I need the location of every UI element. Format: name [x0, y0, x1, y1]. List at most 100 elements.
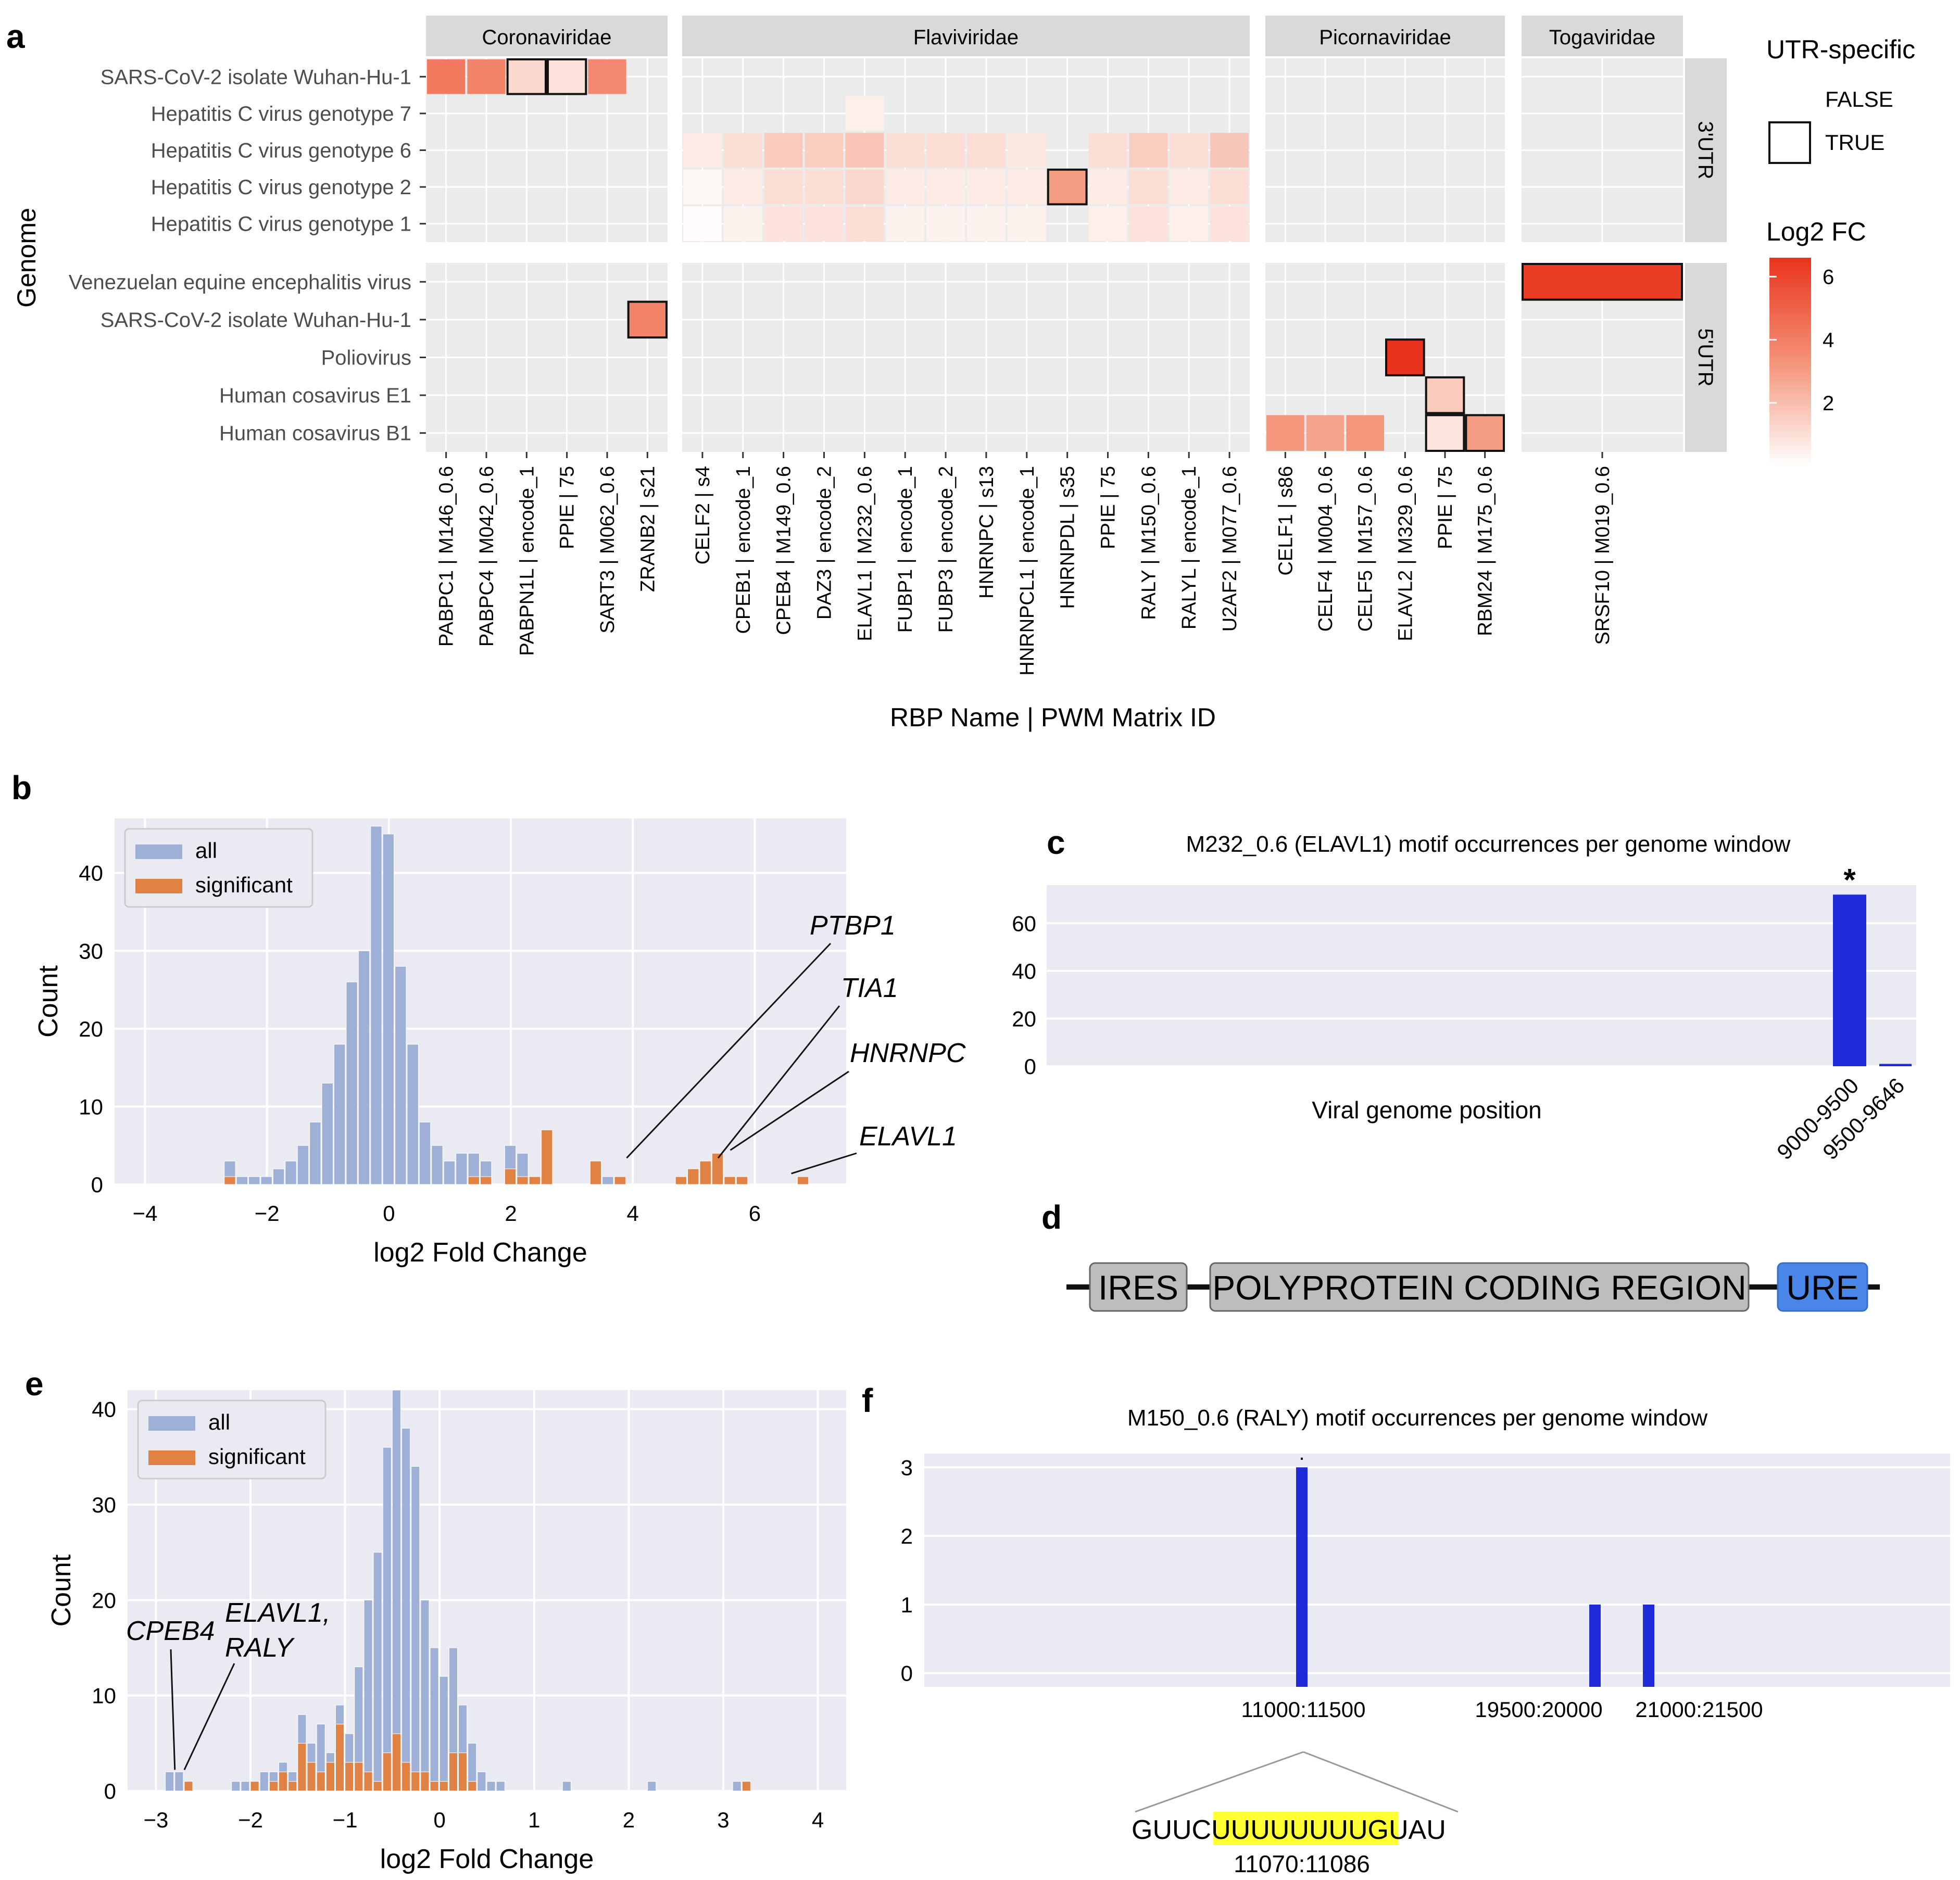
genome-schematic: IRES POLYPROTEIN CODING REGION URE: [1066, 1262, 1880, 1312]
fc-tick-label: 4: [1823, 329, 1834, 352]
hist-annotation-label: HNRNPC: [850, 1038, 966, 1068]
facet-strip-0: [426, 16, 668, 56]
heatmap-cell: [926, 169, 965, 205]
hist-legend-swatch: [135, 844, 182, 859]
heatmap-cell: [1306, 415, 1345, 451]
heatmap-cell: [723, 133, 762, 168]
heatmap-cell: [1007, 133, 1046, 168]
heatmap-row-label: Human cosavirus E1: [219, 384, 411, 407]
heatmap-cell: [1088, 206, 1127, 241]
heatmap-col-label: U2AF2 | M077_0.6: [1219, 466, 1241, 632]
fc-tick-label: 6: [1823, 266, 1834, 288]
heatmap-cell: [1346, 415, 1384, 451]
hist-bar-all: [647, 1781, 657, 1791]
heatmap-row-label: Human cosavirus B1: [219, 422, 411, 445]
heatmap-cell: [845, 206, 884, 241]
heatmap-xlabel: RBP Name | PWM Matrix ID: [890, 703, 1216, 732]
hist-bar-all: [259, 1771, 269, 1791]
hist-annotation-label: RALY: [225, 1633, 295, 1663]
bar-significance: *: [1843, 862, 1856, 897]
hist-ytick-label: 40: [92, 1397, 116, 1422]
panel-label-c: c: [1047, 824, 1065, 861]
heatmap-col-label: PABPN1L | encode_1: [516, 466, 538, 656]
hist-legend-label: significant: [195, 873, 293, 897]
utr-legend-title: UTR-specific: [1766, 35, 1915, 64]
heatmap-col-label: RALY | M150_0.6: [1138, 466, 1160, 620]
facet-strip-1: [682, 16, 1250, 56]
bar-ytick-label: 2: [901, 1524, 913, 1548]
hist-annotation-label: CPEB4: [126, 1616, 215, 1646]
heatmap-col-label: HNRNPCL1 | encode_1: [1016, 466, 1038, 676]
hist-bar-significant: [411, 1771, 420, 1791]
hist-ytick-label: 20: [79, 1017, 103, 1041]
hist-bar-all: [443, 1160, 456, 1185]
heatmap-cell: [1385, 338, 1425, 376]
hist-bar-significant: [363, 1771, 373, 1791]
hist-bar-significant: [382, 1752, 392, 1791]
hist-bar-significant: [250, 1781, 259, 1791]
heatmap-cell: [845, 96, 884, 131]
facet-strip-2: [1265, 16, 1505, 56]
heatmap-row-label: Hepatitis C virus genotype 6: [151, 140, 411, 162]
heatmap-cell: [1007, 169, 1046, 205]
heatmap-col-label: DAZ3 | encode_2: [814, 466, 836, 620]
hist-bar-significant: [439, 1781, 448, 1791]
heatmap-col-label: ELAVL1 | M232_0.6: [854, 466, 876, 641]
heatmap-ylabel: Genome: [12, 208, 41, 308]
bar-mark: [1296, 1467, 1308, 1687]
heatmap-cell: [967, 169, 1006, 205]
hist-bar-all: [241, 1781, 250, 1791]
heatmap-cell: [547, 58, 587, 95]
heatmap-col-label: HNRNPC | s13: [976, 466, 998, 599]
heatmap-cell: [1047, 168, 1088, 206]
facet-strip-label-3: Togaviridae: [1549, 26, 1656, 49]
heatmap-row-label: Hepatitis C virus genotype 7: [151, 103, 411, 125]
hist-ylabel: Count: [46, 1554, 77, 1626]
heatmap-cell: [1170, 169, 1209, 205]
heatmap-col-label: CELF5 | M157_0.6: [1355, 466, 1377, 632]
hist-bar-all: [392, 1390, 401, 1791]
sequence-suffix: UAU: [1389, 1815, 1446, 1845]
hist-legend-swatch: [148, 1416, 195, 1431]
heatmap-cell: [627, 300, 668, 339]
hist-legend-label: all: [208, 1410, 230, 1434]
heatmap-cell: [683, 169, 722, 205]
facet-strip-label-1: Flaviviridae: [913, 26, 1019, 49]
heatmap-cell: [1129, 206, 1168, 241]
ires-box: [1089, 1262, 1188, 1312]
hist-xtick-label: −4: [133, 1201, 158, 1226]
hist-ylabel: Count: [33, 965, 64, 1038]
heatmap-col-label: PPIE | 75: [1098, 466, 1120, 549]
hist-bar-all: [174, 1771, 184, 1791]
heatmap-cell: [588, 59, 626, 94]
heatmap-cell: [764, 206, 803, 241]
hist-bar-all: [602, 1176, 614, 1185]
sequence-motif: UUUUUUUUG: [1211, 1815, 1389, 1845]
facet-strip-label-0: Coronaviridae: [482, 26, 611, 49]
bar-mark: [1833, 894, 1866, 1066]
heatmap-cell: [845, 133, 884, 168]
heatmap-cell: [1007, 206, 1046, 241]
bar-ytick-label: 0: [1024, 1054, 1036, 1079]
heatmap-cell: [926, 133, 965, 168]
hist-bar-significant: [307, 1762, 316, 1791]
hist-annotation-label: TIA1: [841, 973, 898, 1003]
bar-mark: [1879, 1064, 1912, 1066]
heatmap-row-label: Poliovirus: [321, 347, 411, 370]
hist-bar-significant: [269, 1781, 279, 1791]
heatmap-col-label: CELF4 | M004_0.6: [1315, 466, 1337, 632]
hist-bar-all: [236, 1176, 248, 1185]
hist-xtick-label: 4: [812, 1808, 824, 1832]
sequence-range: 11070:11086: [1234, 1850, 1370, 1877]
hist-bar-all: [334, 1044, 346, 1185]
hist-bar-all: [419, 1121, 431, 1185]
utr-legend-true-key: [1768, 121, 1811, 164]
heatmap-col-label: PPIE | 75: [1435, 466, 1456, 549]
bar-xtick-label: 19500:20000: [1475, 1697, 1602, 1722]
hist-bar-significant: [504, 1168, 517, 1185]
bar-ytick-label: 0: [901, 1661, 913, 1686]
hist-ytick-label: 10: [79, 1094, 103, 1119]
hist-bar-all: [456, 1153, 468, 1185]
heatmap-col-label: CPEB1 | encode_1: [733, 466, 755, 634]
